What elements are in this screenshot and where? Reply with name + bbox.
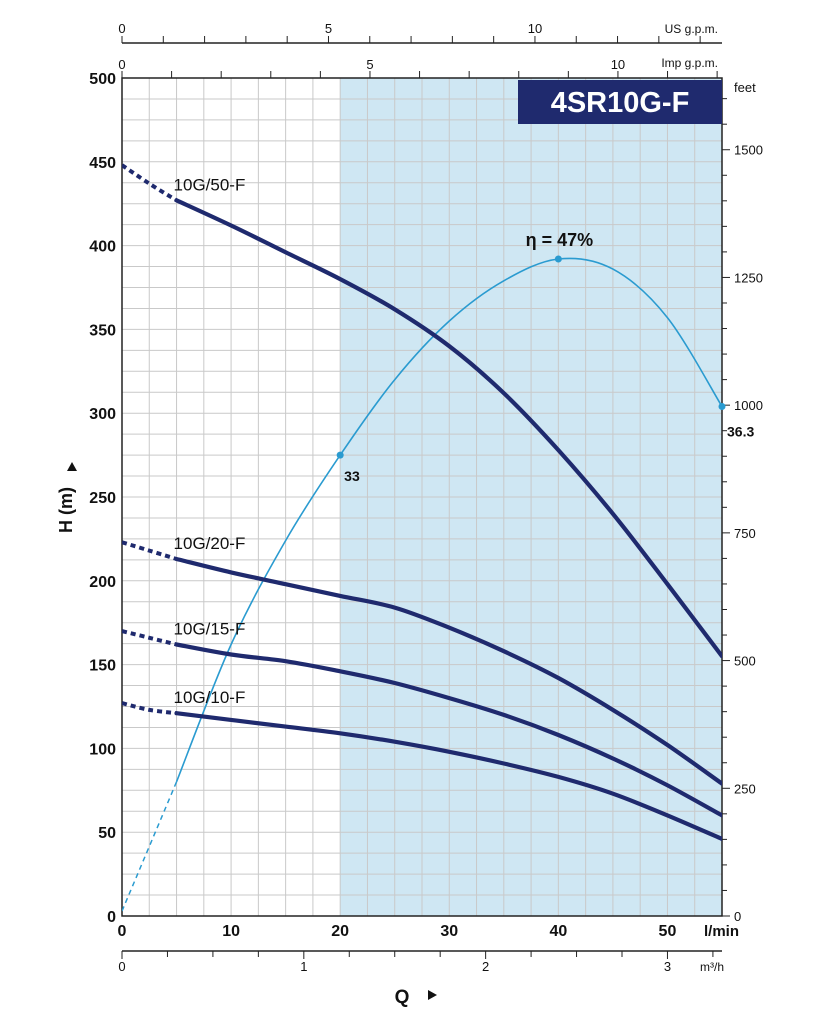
feet-tick-label: 1500 (734, 143, 763, 158)
series-label: 10G/20-F (174, 534, 246, 553)
y-tick-label: 450 (89, 155, 116, 172)
feet-unit-label: feet (734, 80, 756, 95)
m3h-tick-label: 1 (300, 959, 307, 974)
imp-gpm-tick-label: 10 (611, 57, 625, 72)
x-tick-label: 40 (549, 923, 567, 940)
us-gpm-tick-label: 5 (325, 21, 332, 36)
x-tick-label: 10 (222, 923, 240, 940)
efficiency-curve (175, 257, 722, 783)
feet-tick-label: 250 (734, 781, 756, 796)
chart-title-box (518, 80, 722, 124)
feet-tick-label: 0 (734, 909, 741, 924)
x-tick-label: 30 (440, 923, 458, 940)
pump-curve-dashed (122, 163, 178, 203)
efficiency-point (554, 255, 562, 263)
efficiency-point (336, 451, 344, 459)
pump-curve (174, 642, 722, 818)
imp-gpm-tick-label: 0 (118, 57, 125, 72)
m3h-tick-label: 0 (118, 959, 125, 974)
y-tick-label: 150 (89, 658, 116, 675)
m3h-tick-label: 3 (664, 959, 671, 974)
feet-tick-label: 500 (734, 654, 756, 669)
us-gpm-tick-label: 10 (528, 21, 542, 36)
m3h-unit-label: m³/h (700, 960, 724, 974)
y-axis-arrow-icon (67, 462, 77, 471)
imp-gpm-unit-label: Imp g.p.m. (661, 56, 718, 70)
pump-curve-dashed (122, 701, 177, 716)
y-tick-label: 100 (89, 741, 116, 758)
series-label: 10G/50-F (174, 175, 246, 194)
y-tick-label: 400 (89, 239, 116, 256)
y-axis-title: H (m) (56, 487, 76, 533)
feet-tick-label: 1250 (734, 270, 763, 285)
pump-curve (174, 198, 722, 659)
efficiency-curve-dashed (122, 781, 178, 912)
y-tick-label: 50 (98, 825, 116, 842)
feet-tick-label: 750 (734, 526, 756, 541)
efficiency-label: 33 (344, 468, 360, 484)
m3h-tick-label: 2 (482, 959, 489, 974)
us-gpm-unit-label: US g.p.m. (665, 22, 718, 36)
chart-title: 4SR10G-F (551, 87, 690, 119)
imp-gpm-tick-label: 5 (366, 57, 373, 72)
y-tick-label: 250 (89, 490, 116, 507)
series-label: 10G/15-F (174, 619, 246, 638)
efficiency-label: η = 47% (526, 230, 594, 250)
x-tick-label: 0 (118, 923, 127, 940)
feet-tick-label: 1000 (734, 398, 763, 413)
y-tick-label: 300 (89, 406, 116, 423)
pump-curve (174, 556, 722, 786)
us-gpm-tick-label: 0 (118, 21, 125, 36)
y-tick-label: 350 (89, 322, 116, 339)
series-label: 10G/10-F (174, 688, 246, 707)
x-tick-label: 20 (331, 923, 349, 940)
y-tick-label: 0 (107, 909, 116, 926)
plot-frame (121, 77, 723, 917)
x-axis-title: Q (395, 987, 410, 1008)
y-tick-label: 500 (89, 71, 116, 88)
y-tick-label: 200 (89, 574, 116, 591)
x-unit-label: l/min (704, 923, 739, 940)
pump-curve (174, 711, 722, 841)
pump-curve-dashed (122, 629, 177, 647)
efficiency-point (718, 402, 726, 410)
x-tick-label: 50 (659, 923, 677, 940)
pump-curve-dashed (122, 540, 178, 561)
x-axis-arrow-icon (428, 990, 437, 1000)
efficiency-label: 36.3 (727, 423, 754, 439)
